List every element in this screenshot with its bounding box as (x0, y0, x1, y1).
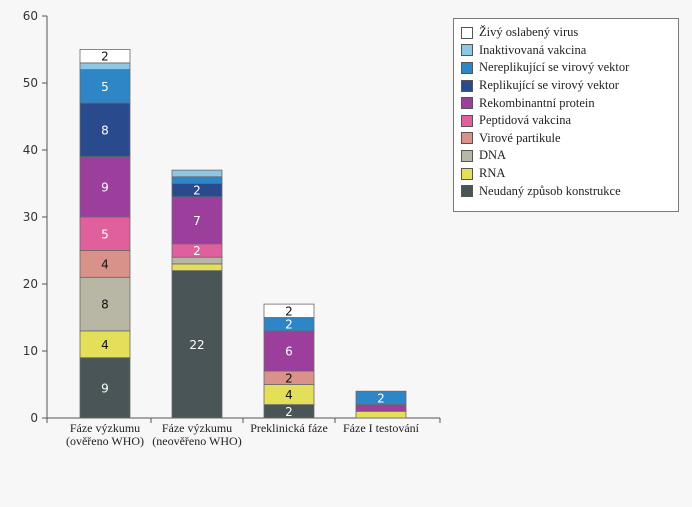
legend-label: Neudaný způsob konstrukce (479, 183, 621, 198)
legend-label: Nereplikující se virový vektor (479, 60, 630, 75)
legend-label: Živý oslabený virus (479, 25, 579, 40)
segment-value-label: 8 (101, 123, 109, 137)
segment-value-label: 2 (377, 391, 385, 405)
bar-segment (263, 330, 315, 372)
y-tick-label: 60 (23, 9, 38, 23)
legend-swatch (461, 97, 473, 110)
legend-label: Inaktivovaná vakcina (479, 42, 587, 57)
legend-label: Peptidová vakcina (479, 113, 571, 128)
y-tick-label: 20 (23, 277, 38, 291)
legend-swatch (461, 167, 473, 180)
bar-segment (79, 156, 131, 218)
legend-swatch (461, 44, 473, 57)
legend-swatch (461, 149, 473, 162)
bar-segment (79, 216, 131, 251)
segment-value-label: 4 (101, 338, 109, 352)
category-label: (neověřeno WHO) (152, 434, 241, 448)
legend-label: Rekombinantní protein (479, 95, 595, 110)
segment-value-label: 2 (193, 184, 201, 198)
segment-value-label: 2 (101, 50, 109, 64)
legend-item: Peptidová vakcina (461, 112, 678, 130)
y-tick-label: 30 (23, 210, 38, 224)
legend-item: Neudaný způsob konstrukce (461, 182, 678, 200)
legend-item: Virové partikule (461, 130, 678, 148)
bar-segment (171, 270, 223, 419)
category-label: (ověřeno WHO) (66, 434, 144, 448)
bar-segment (79, 250, 131, 278)
legend-item: DNA (461, 147, 678, 165)
legend-label: Virové partikule (479, 130, 561, 145)
legend: Živý oslabený virus Inaktivovaná vakcina N… (453, 18, 679, 212)
bar-segment (79, 357, 131, 419)
legend-swatch (461, 61, 473, 74)
segment-value-label: 5 (101, 227, 109, 241)
legend-item: Živý oslabený virus (461, 24, 678, 42)
bar-segment (171, 263, 223, 271)
bar-segment (171, 256, 223, 265)
bar-segment (79, 69, 131, 104)
bar-segment (79, 276, 131, 332)
segment-value-label: 6 (285, 345, 293, 359)
legend-item: Inaktivovaná vakcina (461, 42, 678, 60)
bar-segment (171, 176, 223, 184)
legend-item: Rekombinantní protein (461, 94, 678, 112)
legend-label: Replikující se virový vektor (479, 78, 619, 93)
segment-value-label: 2 (285, 405, 293, 419)
legend-swatch (461, 132, 473, 145)
bar-segment (79, 49, 131, 64)
legend-swatch (461, 26, 473, 39)
bar-segment (171, 169, 223, 178)
segment-value-label: 9 (101, 381, 109, 395)
y-tick-label: 50 (23, 76, 38, 90)
legend-label: DNA (479, 148, 507, 163)
segment-value-label: 9 (101, 180, 109, 194)
segment-value-label: 2 (193, 244, 201, 258)
y-tick-label: 40 (23, 143, 38, 157)
segment-value-label: 2 (285, 304, 293, 318)
legend-item: RNA (461, 165, 678, 183)
category-label: Fáze I testování (343, 421, 420, 435)
bar-segment (355, 404, 407, 412)
legend-swatch (461, 79, 473, 92)
segment-value-label: 7 (193, 214, 201, 228)
bar-segment (355, 410, 407, 419)
segment-value-label: 2 (285, 371, 293, 385)
segment-value-label: 4 (285, 388, 293, 402)
segment-value-label: 2 (285, 318, 293, 332)
bar-segment (79, 330, 131, 359)
legend-label: RNA (479, 166, 506, 181)
legend-swatch (461, 185, 473, 198)
bar-segment (79, 62, 131, 71)
segment-value-label: 22 (189, 338, 204, 352)
segment-value-label: 4 (101, 257, 109, 271)
category-label: Fáze výzkumu (162, 421, 232, 435)
segment-value-label: 5 (101, 80, 109, 94)
legend-swatch (461, 114, 473, 127)
category-labels: Fáze výzkumu(ověřeno WHO)Fáze výzkumu(ne… (66, 421, 420, 448)
category-label: Fáze výzkumu (70, 421, 140, 435)
bar-segment (171, 196, 223, 245)
bar-segment (355, 390, 407, 406)
category-label: Preklinická fáze (250, 421, 328, 435)
y-tick-label: 0 (30, 411, 38, 425)
bars (79, 49, 407, 419)
segment-value-label: 8 (101, 298, 109, 312)
bar-segment (79, 102, 131, 158)
legend-item: Nereplikující se virový vektor (461, 59, 678, 77)
legend-item: Replikující se virový vektor (461, 77, 678, 95)
bar-segment (263, 303, 315, 318)
y-tick-label: 10 (23, 344, 38, 358)
